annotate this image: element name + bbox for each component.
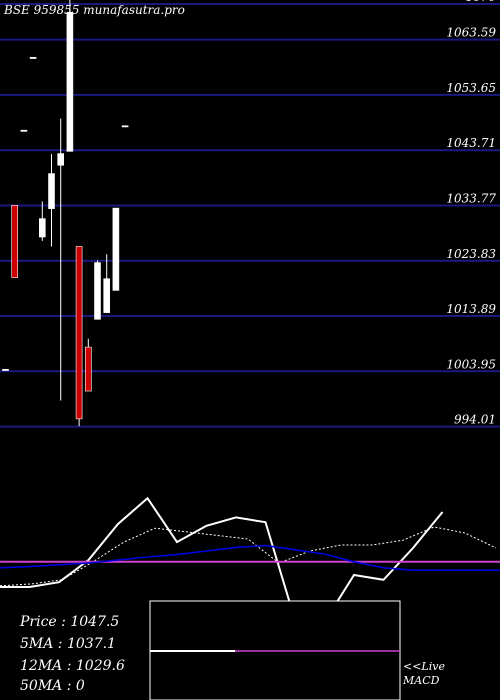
candle <box>48 154 55 247</box>
grid-lines <box>0 3 500 428</box>
candle <box>85 338 92 392</box>
candle-body <box>57 153 65 166</box>
ma-line <box>0 544 500 572</box>
candle <box>66 0 74 152</box>
y-axis-ticks: 1070 1063.59 1053.65 1043.71 1033.77 1023.83 1… <box>446 0 496 427</box>
candle-body <box>29 57 37 59</box>
ma12-stat: 12MA : 1029.6 <box>20 658 125 674</box>
candle-body <box>11 205 18 278</box>
y-tick-label: 1063.59 <box>446 26 496 40</box>
macd-line <box>0 496 444 623</box>
candle <box>112 207 120 291</box>
live-label: <<Live <box>403 660 445 673</box>
candle <box>94 260 101 320</box>
y-tick-label: 1053.65 <box>446 81 496 95</box>
macd-label: MACD <box>403 674 440 687</box>
candle-body <box>75 246 83 420</box>
candle-body <box>48 173 55 209</box>
y-tick-label: 1070 <box>465 0 496 4</box>
candle-body <box>112 207 120 291</box>
candle-body <box>85 346 92 392</box>
macd-indicator <box>0 496 500 623</box>
candle <box>121 125 129 128</box>
candle-body <box>38 218 46 238</box>
signal-line-dotted <box>0 526 497 587</box>
candle <box>11 205 18 278</box>
y-tick-label: 1043.71 <box>446 136 496 150</box>
price-stat: Price : 1047.5 <box>20 614 120 630</box>
y-tick-label: 1013.89 <box>446 302 496 316</box>
ma5-stat: 5MA : 1037.1 <box>20 636 116 652</box>
candlesticks <box>2 0 129 427</box>
candle-body <box>20 129 28 132</box>
candle-body <box>121 125 129 128</box>
candle-body <box>2 369 9 371</box>
candle <box>57 118 65 401</box>
y-tick-label: 994.01 <box>454 413 496 427</box>
candle <box>103 254 110 313</box>
y-tick-label: 1003.95 <box>446 357 496 371</box>
y-tick-label: 1033.77 <box>446 191 496 205</box>
y-tick-label: 1023.83 <box>446 247 496 261</box>
ma50-stat: 50MA : 0 <box>20 678 85 694</box>
candle-body <box>94 262 101 320</box>
candle <box>75 246 83 427</box>
chart-title: BSE 959855 munafasutra.pro <box>3 3 185 17</box>
candle-body <box>103 278 110 313</box>
candle <box>38 201 46 241</box>
candle <box>20 129 28 132</box>
candle <box>2 369 9 371</box>
candle-body <box>66 12 74 152</box>
candle <box>29 57 37 59</box>
